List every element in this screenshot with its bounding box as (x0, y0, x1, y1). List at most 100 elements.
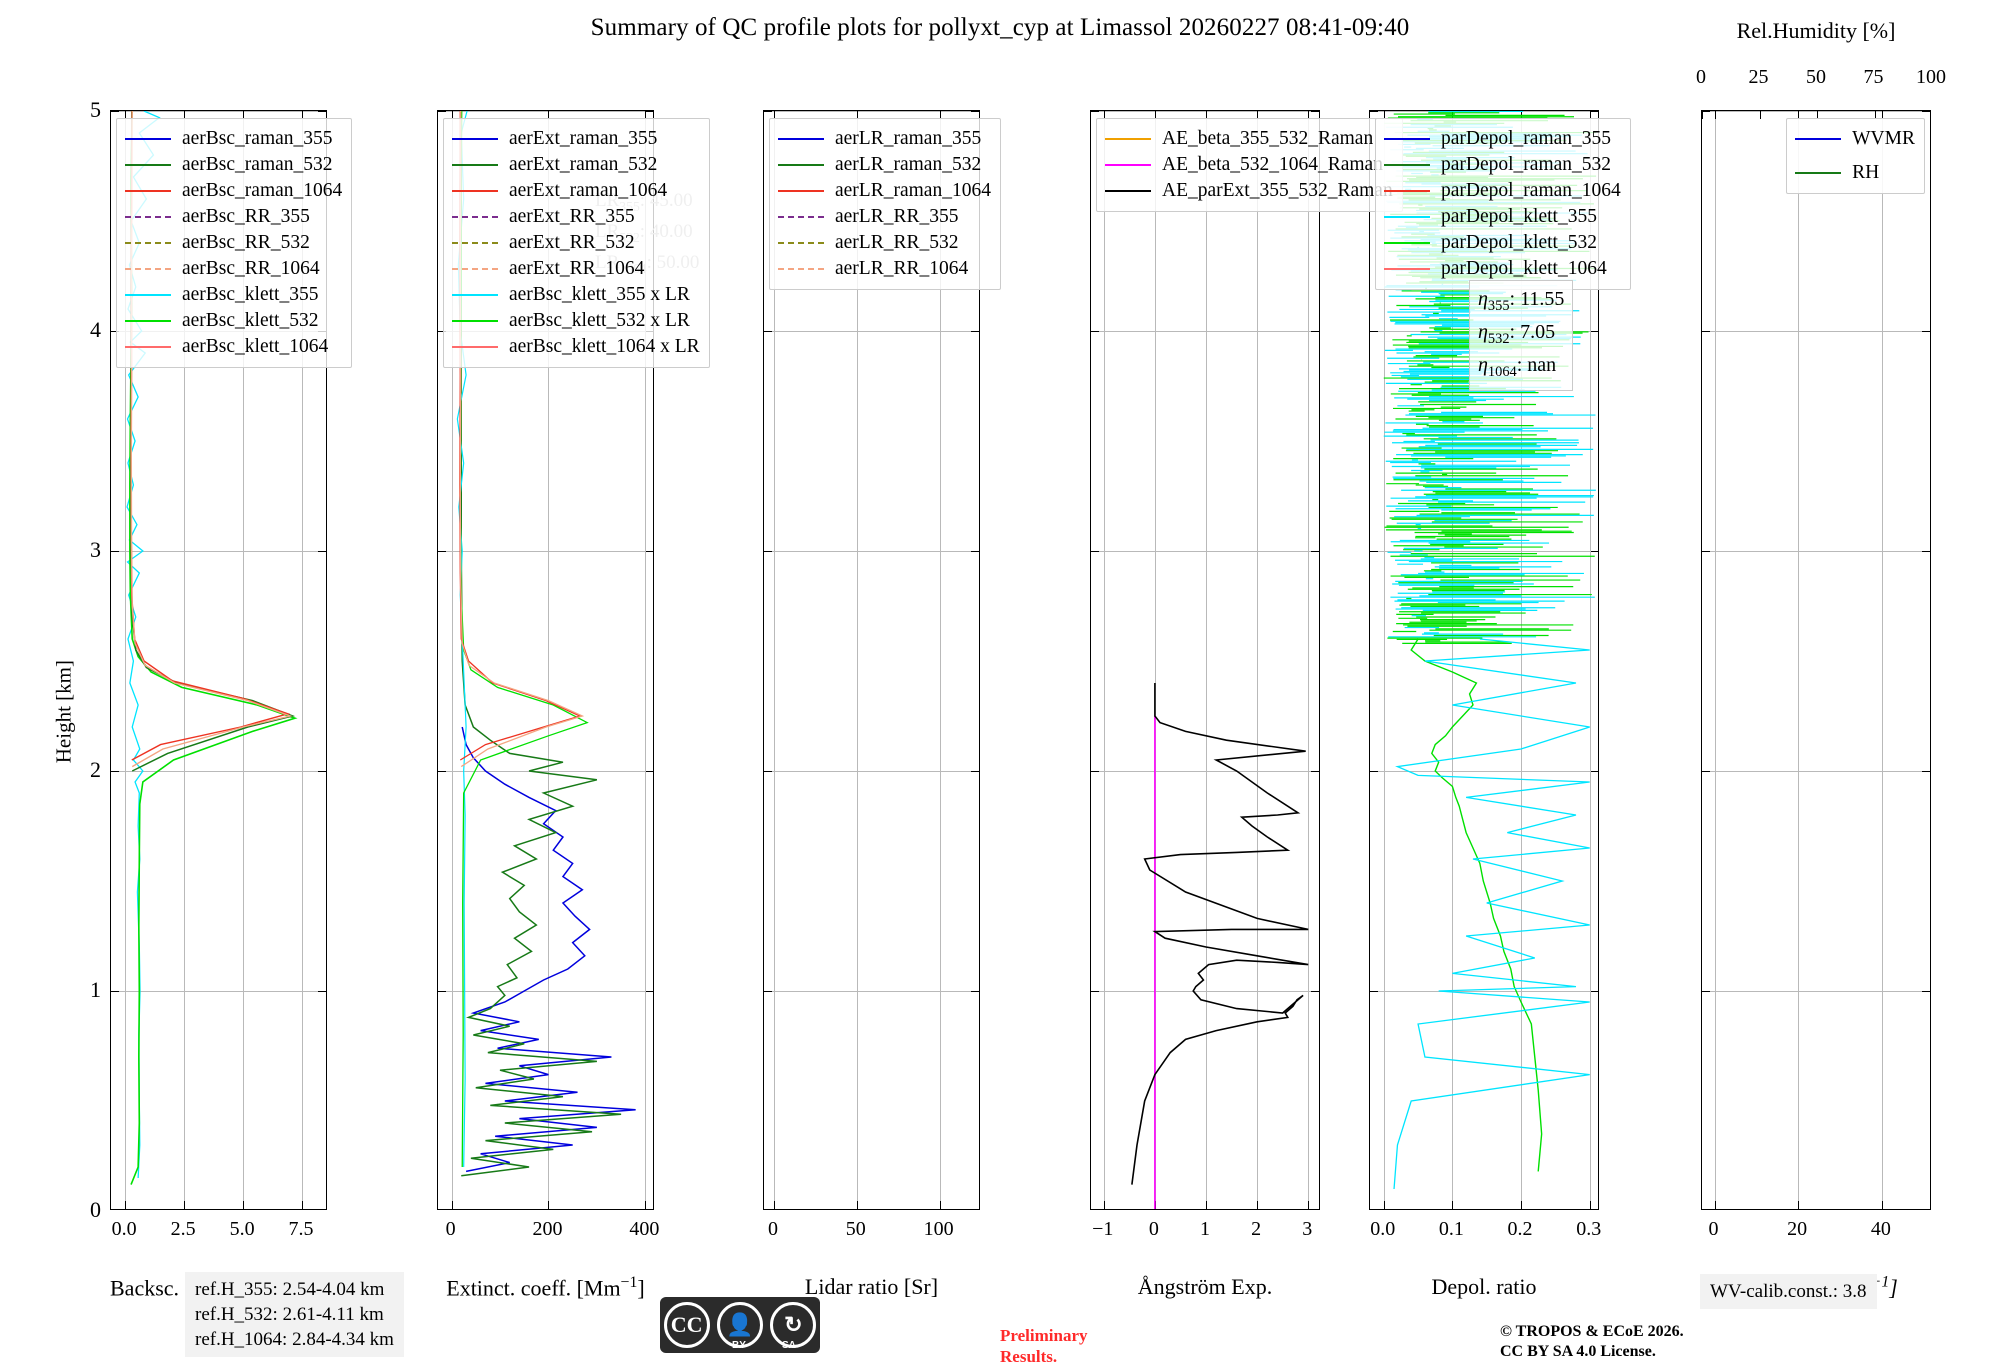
top-xtick-mark (1817, 111, 1818, 119)
ytick-mark (1590, 551, 1598, 552)
legend-item[interactable]: WVMR (1795, 126, 1915, 152)
preliminary-results-note: Preliminary Results. (1000, 1325, 1088, 1367)
legend-item[interactable]: parDepol_raman_532 (1384, 152, 1621, 178)
ref-height-1064: ref.H_1064: 2.84-4.34 km (195, 1329, 394, 1350)
legend-item[interactable]: aerLR_raman_355 (778, 126, 991, 152)
legend-item[interactable]: aerBsc_klett_1064 x LR (452, 334, 700, 360)
ytick-mark (1922, 111, 1930, 112)
legend-swatch (1384, 242, 1430, 244)
xtick-mark (1257, 1201, 1259, 1209)
ytick-mark (438, 551, 446, 552)
xtick-mark (939, 111, 941, 119)
ytick-mark (318, 991, 326, 992)
legend-swatch (1105, 164, 1151, 166)
series-aerExt_raman_355 (461, 726, 636, 1173)
legend-item[interactable]: parDepol_klett_1064 (1384, 256, 1621, 282)
legend-item[interactable]: aerExt_raman_1064 (452, 178, 700, 204)
legend-item[interactable]: RH (1795, 160, 1915, 186)
xtick-mark (451, 111, 453, 119)
series-aerExt_raman_532 (460, 111, 622, 1177)
legend-item[interactable]: AE_parExt_355_532_Raman (1105, 178, 1393, 204)
x-axis-label-angstrom: Ångström Exp. (1137, 1274, 1273, 1299)
legend-item[interactable]: aerExt_raman_532 (452, 152, 700, 178)
legend-label: aerBsc_klett_355 x LR (509, 284, 690, 305)
legend-item[interactable]: aerLR_RR_1064 (778, 256, 991, 282)
legend-label: aerLR_RR_532 (835, 232, 959, 253)
ytick-mark (111, 331, 119, 332)
legend-item[interactable]: aerExt_RR_1064 (452, 256, 700, 282)
legend-item[interactable]: parDepol_klett_532 (1384, 230, 1621, 256)
legend-item[interactable]: AE_beta_355_532_Raman (1105, 126, 1393, 152)
ytick-mark (764, 551, 772, 552)
legend-swatch (125, 190, 171, 192)
gridline-y (111, 771, 326, 772)
legend-item[interactable]: aerLR_RR_355 (778, 204, 991, 230)
gridline-x (939, 111, 941, 1209)
legend-item[interactable]: aerLR_raman_532 (778, 152, 991, 178)
legend-item[interactable]: aerBsc_klett_532 (125, 308, 342, 334)
legend-item[interactable]: aerExt_RR_355 (452, 204, 700, 230)
legend-item[interactable]: aerBsc_raman_1064 (125, 178, 342, 204)
series-layer-angstrom (1131, 683, 1309, 1209)
xtick-mark (243, 1201, 245, 1209)
legend-item[interactable]: AE_beta_532_1064_Raman (1105, 152, 1393, 178)
legend-item[interactable]: parDepol_raman_355 (1384, 126, 1621, 152)
ytick-mark (1311, 551, 1319, 552)
xtick-label: 0.2 (1507, 1218, 1533, 1240)
legend-item[interactable]: aerBsc_raman_355 (125, 126, 342, 152)
legend-item[interactable]: aerBsc_klett_355 x LR (452, 282, 700, 308)
xtick-mark (856, 1201, 858, 1209)
legend-item[interactable]: aerExt_RR_532 (452, 230, 700, 256)
series-layer-depol-ratio (1393, 638, 1590, 1190)
legend-swatch (452, 138, 498, 140)
xtick-mark (1521, 1201, 1523, 1209)
gridline-y (1091, 111, 1319, 112)
legend-item[interactable]: aerBsc_klett_355 (125, 282, 342, 308)
ref-height-532: ref.H_532: 2.61-4.11 km (195, 1304, 384, 1325)
legend-label: parDepol_raman_355 (1441, 128, 1612, 149)
cc-license-badge: CC 👤 ↻ BY SA (660, 1297, 820, 1353)
ytick-mark (111, 551, 119, 552)
legend-item[interactable]: parDepol_raman_1064 (1384, 178, 1621, 204)
legend-item[interactable]: parDepol_klett_355 (1384, 204, 1621, 230)
legend-label: aerBsc_raman_355 (182, 128, 333, 149)
legend-item[interactable]: aerBsc_klett_532 x LR (452, 308, 700, 334)
xtick-label: 0 (445, 1218, 456, 1240)
legend-item[interactable]: aerBsc_RR_1064 (125, 256, 342, 282)
legend-label: aerBsc_klett_532 (182, 310, 319, 331)
series-parDepol_klett_355 (1393, 638, 1590, 1190)
legend-item[interactable]: aerExt_raman_355 (452, 126, 700, 152)
legend-depol-ratio: parDepol_raman_355 parDepol_raman_532 parD… (1375, 118, 1631, 290)
ref-heights-box: ref.H_355: 2.54-4.04 km ref.H_532: 2.61-… (185, 1272, 404, 1357)
gridline-y (111, 991, 326, 992)
xtick-mark (302, 1201, 304, 1209)
legend-item[interactable]: aerLR_RR_532 (778, 230, 991, 256)
legend-swatch (452, 346, 498, 348)
legend-label: aerLR_raman_1064 (835, 180, 991, 201)
gridline-y (1091, 331, 1319, 332)
gridline-y (764, 771, 979, 772)
x-axis-label-lidar-ratio: Lidar ratio [Sr] (804, 1274, 939, 1299)
legend-swatch (1384, 164, 1430, 166)
xtick-mark (1798, 111, 1800, 119)
xtick-label: 5.0 (229, 1218, 255, 1240)
legend-item[interactable]: aerBsc_RR_355 (125, 204, 342, 230)
legend-item[interactable]: aerBsc_raman_532 (125, 152, 342, 178)
legend-label: AE_beta_532_1064_Raman (1162, 154, 1383, 175)
ytick-mark (1370, 771, 1378, 772)
legend-item[interactable]: aerBsc_klett_1064 (125, 334, 342, 360)
gridline-x (1589, 111, 1591, 1209)
ytick-mark (971, 771, 979, 772)
legend-item[interactable]: aerBsc_RR_532 (125, 230, 342, 256)
xtick-mark (1103, 1201, 1105, 1209)
ytick-mark (111, 991, 119, 992)
top-axis-label: Rel.Humidity [%] (1736, 18, 1896, 43)
xtick-mark (1308, 1201, 1310, 1209)
legend-item[interactable]: aerLR_raman_1064 (778, 178, 991, 204)
legend-swatch (125, 346, 171, 348)
xtick-mark (1452, 1201, 1454, 1209)
gridline-x (1383, 111, 1385, 1209)
legend-swatch (452, 320, 498, 322)
ytick-label: 2 (90, 757, 101, 782)
